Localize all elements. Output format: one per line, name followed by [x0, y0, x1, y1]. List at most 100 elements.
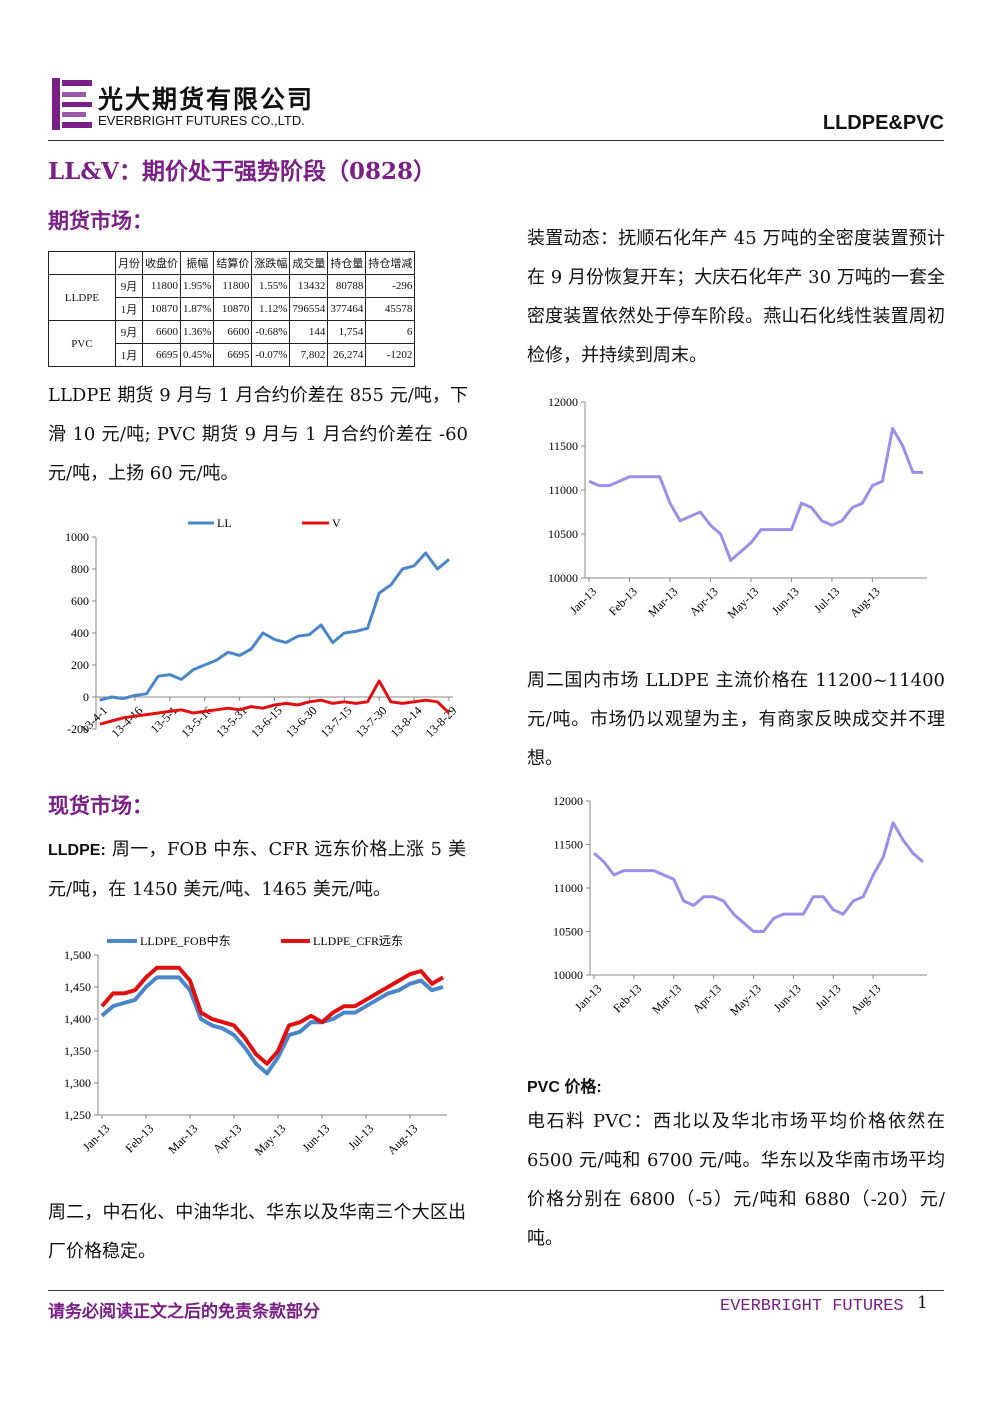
cell: PVC	[48, 320, 116, 367]
cell: 振幅	[179, 251, 215, 275]
brand: EVERBRIGHT FUTURES	[720, 1297, 904, 1316]
logo	[52, 78, 92, 130]
label: PVC 价格:	[527, 1079, 602, 1096]
heading: 期货市场：	[48, 208, 153, 233]
y-tick-label: 0	[83, 690, 89, 704]
paragraph: LLDPE: 周一，FOB 中东、CFR 远东价格上涨 5 美元/吨，在 145…	[48, 830, 466, 909]
text: 周一，FOB 中东、CFR 远东价格上涨 5 美元/吨，在 1450 美元/吨、…	[48, 839, 466, 900]
y-tick-label: 11000	[553, 881, 583, 895]
y-tick-label: 11500	[553, 838, 583, 852]
x-tick-label: Aug-13	[848, 981, 884, 1017]
x-tick-label: Mar-13	[645, 584, 680, 619]
y-tick-label: 1,450	[64, 980, 91, 994]
table: 月份 收盘价 振幅 结算价 涨跌幅 成交量 持仓量 持仓增减 LLDPE 9月 11800 1.95%…	[48, 251, 416, 367]
cell: 收盘价	[142, 251, 181, 275]
line	[99, 551, 450, 702]
x-tick-label: Jan-13	[572, 981, 605, 1014]
cell: 10870	[142, 297, 181, 321]
cell: 6695	[142, 343, 181, 367]
line	[593, 821, 924, 933]
x-tick-label: 13-5-1	[148, 703, 181, 736]
cell: LLDPE	[48, 274, 116, 321]
rule	[48, 140, 944, 141]
x-tick-label: Feb-13	[610, 981, 644, 1015]
y-tick-label: 800	[71, 562, 89, 576]
x-tick-label: Jul-13	[345, 1121, 376, 1152]
x-tick-label: Jun-13	[771, 981, 804, 1014]
legend-label: LLDPE_CFR远东	[313, 934, 403, 948]
x-tick-label: Jul-13	[813, 981, 844, 1012]
cell: 6600	[213, 320, 253, 344]
y-tick-label: 1,300	[64, 1076, 91, 1090]
cell: -0.07%	[251, 343, 291, 367]
x-tick-label: Aug-13	[385, 1121, 421, 1157]
y-tick-label: 600	[71, 594, 89, 608]
legend-label: V	[332, 516, 341, 530]
title: LL&V：期价处于强势阶段（0828）	[48, 158, 436, 185]
disclaimer: 请务必阅读正文之后的免责条款部分	[48, 1302, 320, 1322]
y-tick-label: 10000	[553, 968, 583, 982]
cell: 1.36%	[179, 320, 215, 344]
y-tick-label: 10500	[553, 925, 583, 939]
x-tick-label: Jun-13	[769, 584, 802, 617]
page-number: 1	[917, 1293, 928, 1313]
x-tick-label: May-13	[727, 981, 764, 1018]
y-tick-label: 11500	[548, 439, 578, 453]
cell: 11800	[142, 274, 181, 298]
paragraph: 周二，中石化、中油华北、华东以及华南三个大区出厂价格稳定。	[48, 1202, 466, 1262]
cell: 9月	[115, 274, 143, 298]
company: 光大期货有限公司	[98, 85, 315, 114]
x-tick-label: Apr-13	[687, 584, 721, 618]
label: LLDPE:	[48, 842, 106, 859]
y-tick-label: 12000	[553, 794, 583, 808]
x-tick-label: May-13	[252, 1121, 289, 1158]
cell: 1月	[115, 297, 143, 321]
cell: 26,274	[327, 343, 367, 367]
x-tick-label: Apr-13	[210, 1121, 244, 1155]
y-tick-label: 400	[71, 626, 89, 640]
line	[100, 965, 445, 1066]
cell: 持仓量	[327, 251, 367, 275]
x-tick-label: Apr-13	[690, 981, 724, 1015]
rule	[48, 1290, 944, 1291]
cell: 796554	[289, 297, 329, 321]
table-wrap: 月份 收盘价 振幅 结算价 涨跌幅 成交量 持仓量 持仓增减 LLDPE 9月 11800 1.95%…	[48, 251, 416, 367]
x-tick-label: Aug-13	[847, 584, 883, 620]
y-tick-label: 200	[71, 658, 89, 672]
cell: 月份	[115, 251, 143, 275]
cell: 13432	[289, 274, 329, 298]
x-tick-label: 13-4-1	[78, 703, 111, 736]
cell: 0.45%	[179, 343, 215, 367]
x-tick-label: Feb-13	[606, 584, 640, 618]
x-tick-label: Jun-13	[299, 1121, 332, 1154]
x-tick-label: 13-8-29	[423, 703, 460, 740]
cell: 377464	[327, 297, 367, 321]
paragraph: LLDPE 期货 9 月与 1 月合约价差在 855 元/吨，下滑 10 元/吨…	[48, 385, 468, 484]
y-tick-label: 10000	[548, 571, 578, 585]
y-tick-label: 1,350	[64, 1044, 91, 1058]
cell: -1202	[365, 343, 416, 367]
x-tick-label: Jan-13	[80, 1121, 113, 1154]
x-tick-label: Jan-13	[567, 584, 600, 617]
line	[588, 426, 923, 562]
cell: 10870	[213, 297, 253, 321]
cell: 6600	[142, 320, 181, 344]
x-tick-label: 13-7-30	[353, 703, 390, 740]
y-tick-label: 12000	[548, 395, 578, 409]
cell: 涨跌幅	[251, 251, 291, 275]
legend-label: LLDPE_FOB中东	[140, 933, 231, 948]
cell: 7,802	[289, 343, 329, 367]
y-tick-label: 11000	[548, 483, 578, 497]
x-tick-label: Jul-13	[811, 584, 842, 615]
x-tick-label: 13-7-15	[318, 703, 355, 740]
x-tick-label: Mar-13	[649, 981, 684, 1016]
y-tick-label: 1,400	[64, 1012, 91, 1026]
x-tick-label: 13-6-15	[248, 703, 285, 740]
y-tick-label: 10500	[548, 527, 578, 541]
legend-label: LL	[217, 516, 232, 530]
x-tick-label: Feb-13	[122, 1121, 156, 1155]
product: LLDPE&PVC	[822, 112, 944, 134]
x-tick-label: Mar-13	[165, 1121, 200, 1156]
